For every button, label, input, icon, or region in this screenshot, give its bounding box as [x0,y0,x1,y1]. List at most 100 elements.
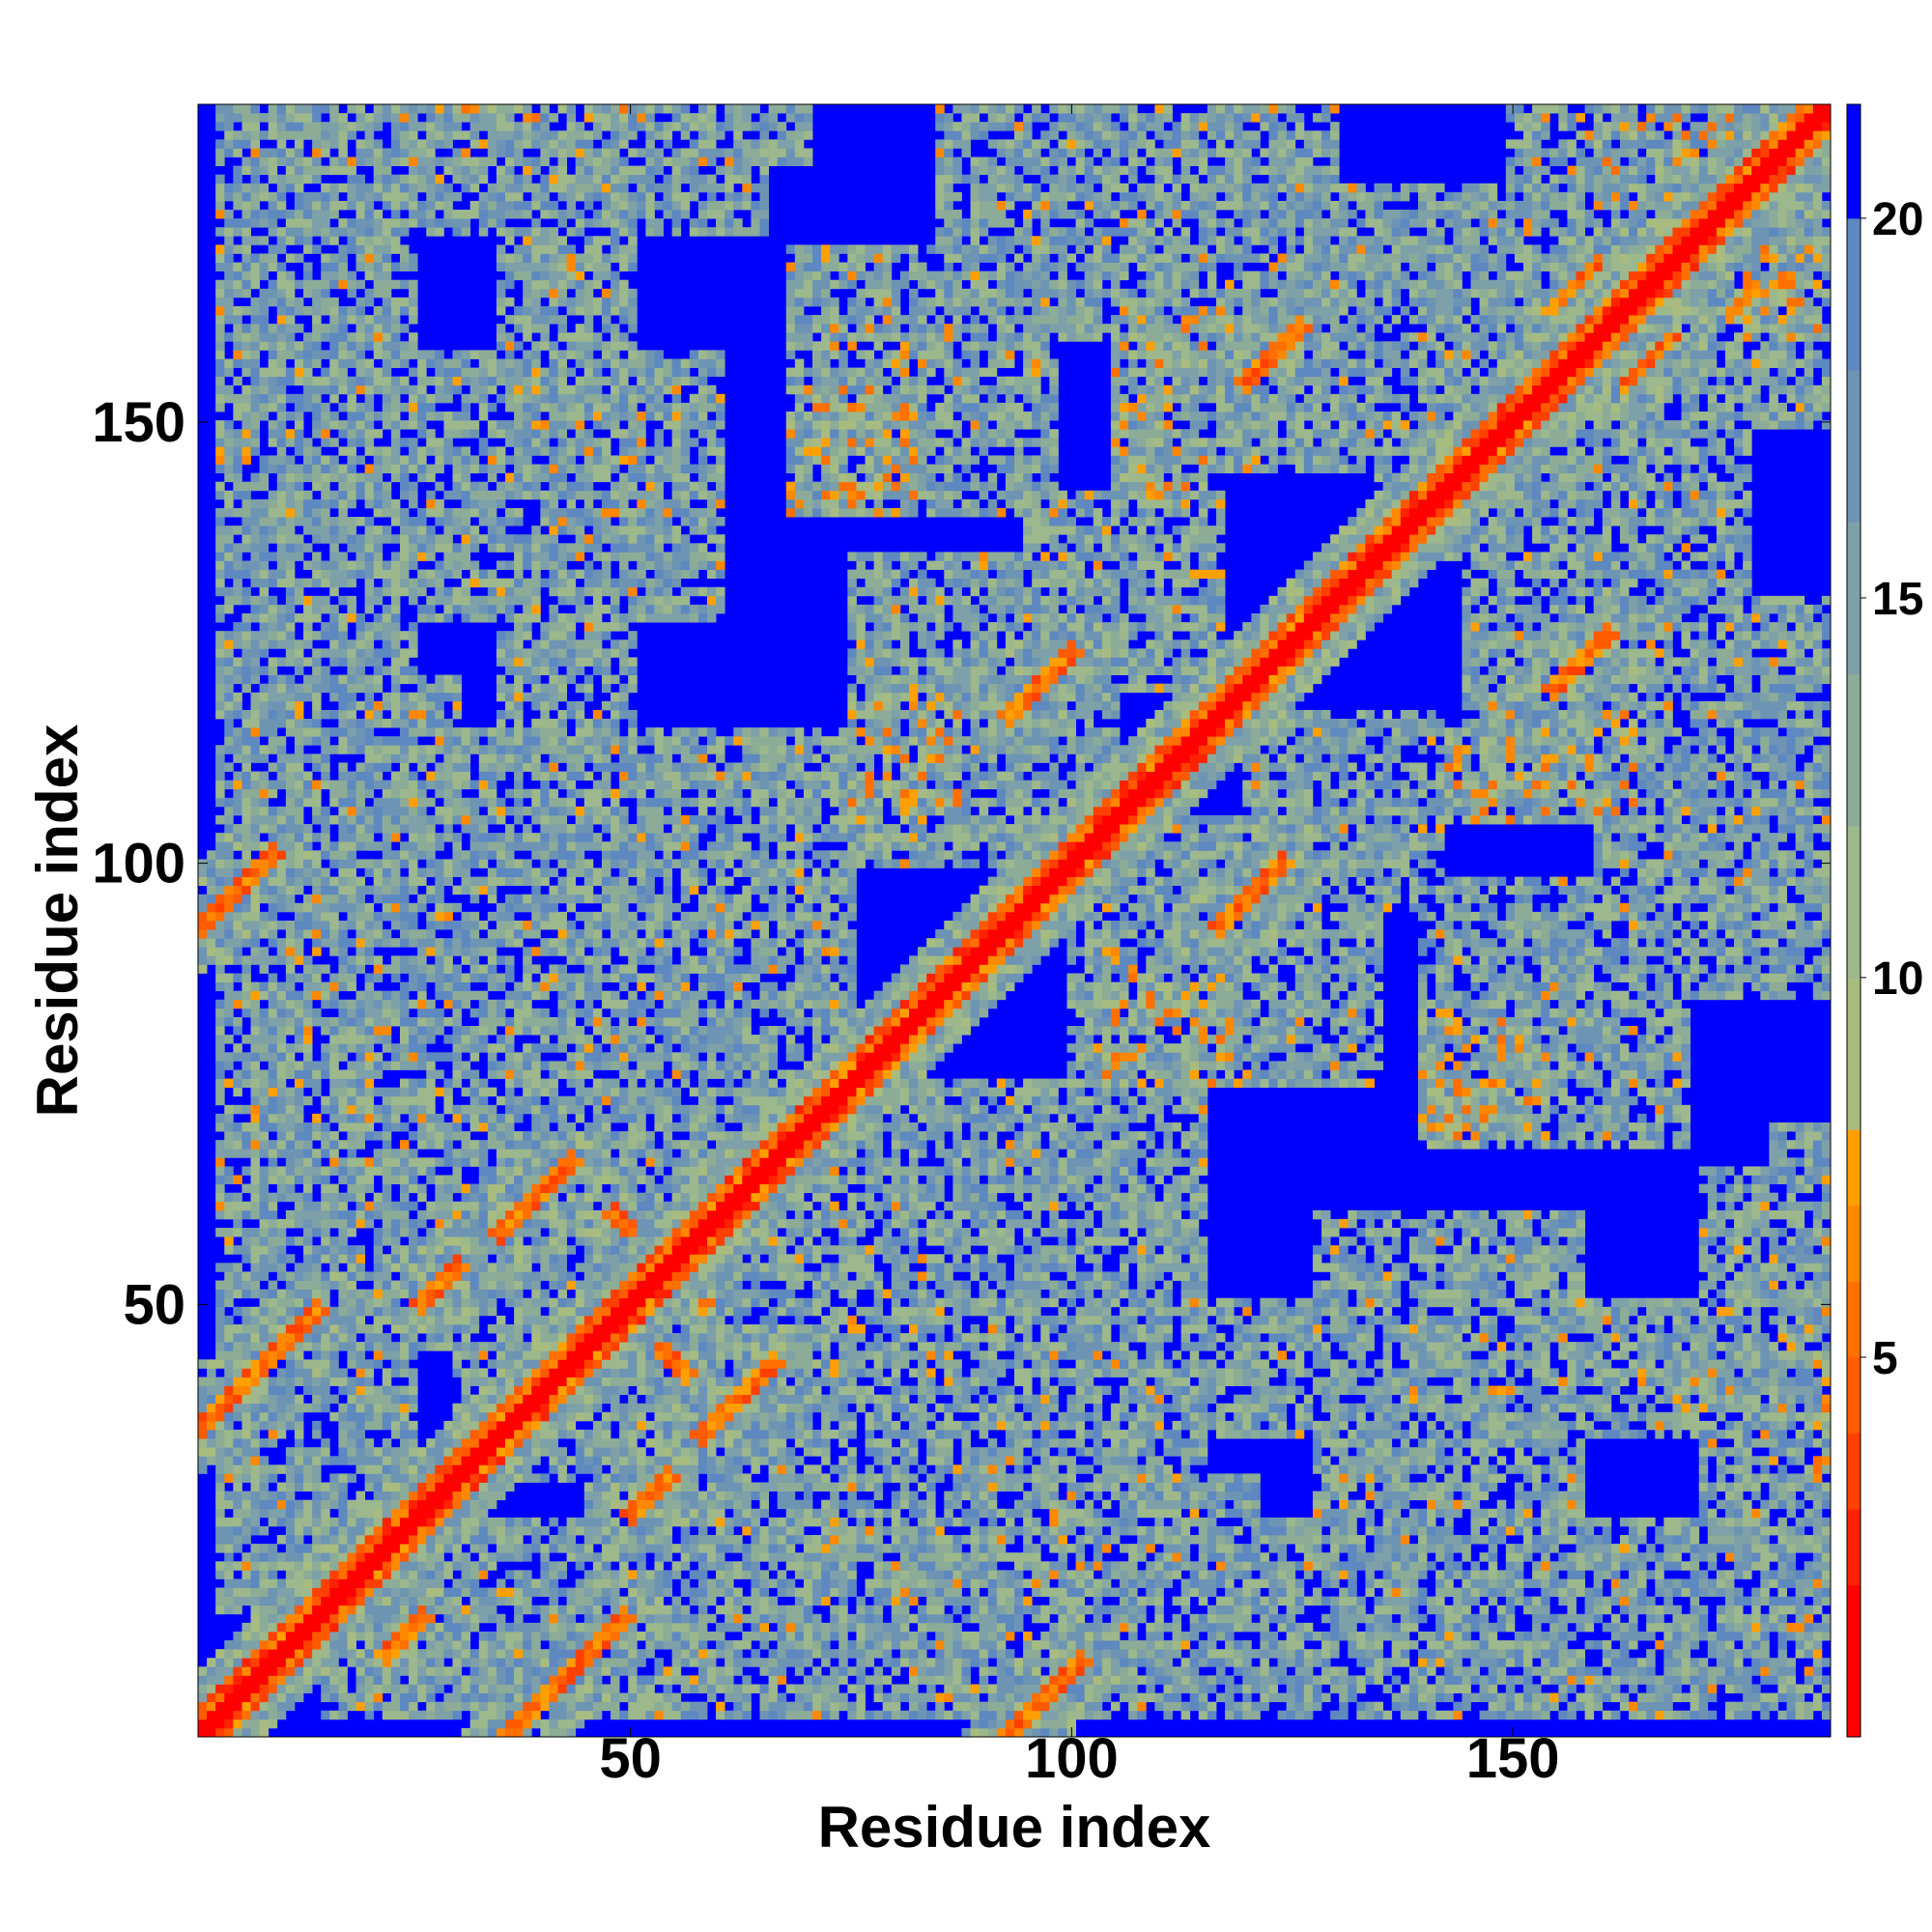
heatmap-cell [637,1492,645,1500]
heatmap-cell [1242,1588,1251,1597]
heatmap-cell [1313,1386,1321,1395]
heatmap-cell [1751,1561,1770,1570]
heatmap-cell [1146,1404,1154,1412]
heatmap-cell [821,1421,830,1430]
heatmap-cell [900,1544,909,1552]
heatmap-cell [549,1447,567,1456]
heatmap-cell [374,1693,383,1702]
heatmap-cell [400,1666,409,1675]
heatmap-cell [804,1578,812,1587]
heatmap-cell [365,1395,392,1404]
heatmap-cell [312,1535,321,1544]
heatmap-cell [1225,1552,1234,1561]
heatmap-cell [1006,1719,1014,1728]
heatmap-cell [952,1702,971,1711]
heatmap-cell [1173,1597,1181,1605]
heatmap-cell [909,1412,918,1421]
heatmap-cell [1365,1649,1374,1658]
heatmap-cell [497,1526,505,1535]
heatmap-cell [1567,1570,1585,1578]
heatmap-cell [1577,1552,1585,1561]
heatmap-cell [628,1658,646,1666]
heatmap-cell [1760,1386,1769,1395]
heatmap-cell [900,1711,909,1719]
heatmap-cell [1777,1438,1796,1447]
heatmap-cell [1339,1421,1348,1430]
heatmap-cell [1672,1684,1681,1692]
heatmap-cell [645,1377,654,1385]
heatmap-cell [997,1728,1006,1737]
heatmap-cell [329,1456,348,1464]
heatmap-cell [452,1500,461,1509]
heatmap-cell [909,1666,918,1675]
heatmap-cell [1690,1518,1709,1526]
heatmap-cell [830,1702,838,1711]
heatmap-cell [664,1492,672,1500]
heatmap-cell [1725,1509,1734,1518]
heatmap-cell [286,1544,295,1552]
heatmap-cell [1006,1535,1014,1544]
heatmap-cell [1637,1526,1646,1535]
heatmap-cell [1348,1404,1356,1412]
heatmap-cell [1006,1623,1014,1632]
heatmap-cell [365,1438,374,1447]
heatmap-cell [1023,1605,1032,1614]
heatmap-cell [716,1500,724,1509]
heatmap-cell [1435,1438,1444,1447]
heatmap-cell [690,1702,708,1711]
heatmap-cell [918,1518,926,1526]
heatmap-cell [1199,1421,1208,1430]
heatmap-cell [488,1430,515,1438]
heatmap-cell [1620,1702,1629,1711]
heatmap-cell [628,1693,637,1702]
heatmap-cell [804,1483,812,1492]
heatmap-cell [1234,1526,1242,1535]
heatmap-cell [251,1693,260,1702]
heatmap-cell [286,1535,295,1544]
heatmap-cell [1497,1509,1506,1518]
heatmap-cell [312,1632,330,1640]
heatmap-cell [224,1578,251,1587]
heatmap-cell [1023,1640,1032,1649]
heatmap-cell [1137,1544,1146,1552]
heatmap-cell [1708,1509,1717,1518]
heatmap-cell [1330,1632,1339,1640]
heatmap-cell [1717,1386,1725,1395]
heatmap-cell [1094,1544,1102,1552]
heatmap-cell [269,1430,277,1438]
heatmap-cell [1611,1421,1620,1430]
heatmap-cell [1111,1605,1129,1614]
heatmap-cell [215,1500,234,1509]
heatmap-cell [400,1693,418,1702]
heatmap-cell [707,1684,716,1692]
heatmap-cell [742,1473,751,1482]
heatmap-cell [1058,1500,1066,1509]
heatmap-cell [1409,1588,1418,1597]
heatmap-cell [409,1605,417,1614]
heatmap-cell [786,1623,795,1632]
heatmap-cell [269,1377,277,1385]
heatmap-cell [1242,1377,1251,1385]
heatmap-cell [681,1404,690,1412]
heatmap-cell [1743,1483,1751,1492]
heatmap-cell [724,1386,733,1395]
heatmap-cell [1760,1658,1769,1666]
heatmap-cell [1663,1711,1672,1719]
heatmap-cell [1813,1421,1822,1430]
heatmap-cell [1251,1561,1278,1570]
heatmap-cell [1260,1675,1278,1684]
heatmap-cell [795,1588,813,1597]
heatmap-cell [847,1492,856,1500]
heatmap-cell [856,1605,865,1614]
heatmap-cell [838,1702,847,1711]
heatmap-cell [1577,1544,1585,1552]
heatmap-cell [1128,1464,1137,1473]
heatmap-cell [497,1473,505,1482]
heatmap-cell [1751,1509,1760,1518]
heatmap-cell [1594,1597,1603,1605]
heatmap-cell [1549,1377,1558,1385]
heatmap-cell [1137,1570,1146,1578]
heatmap-cell [1199,1395,1217,1404]
heatmap-cell [1304,1684,1313,1692]
heatmap-cell [1558,1526,1567,1535]
